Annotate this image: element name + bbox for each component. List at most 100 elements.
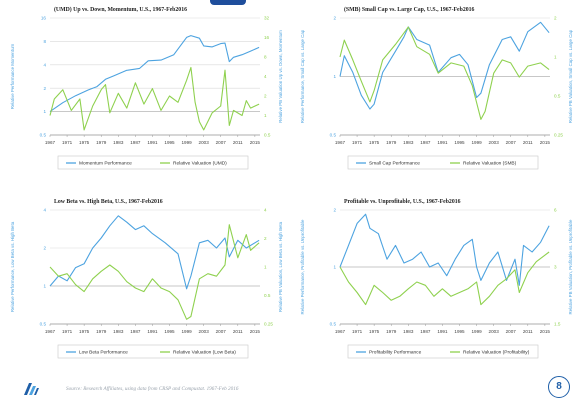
legend-label-valuation: Relative Valuation (Profitability) xyxy=(463,350,530,356)
source-note: Source: Research Affiliates, using data … xyxy=(66,386,239,392)
x-tick-label: 1987 xyxy=(130,329,141,334)
x-tick-label: 2007 xyxy=(506,329,517,334)
right-tick-label: 0.5 xyxy=(554,94,561,99)
legend-label-valuation: Relative Valuation (Low Beta) xyxy=(173,350,236,356)
x-tick-label: 1971 xyxy=(352,140,363,145)
chart-low-beta: Low Beta vs. High Beta, U.S., 1967-Feb20… xyxy=(10,199,283,359)
left-tick-label: 0.5 xyxy=(330,133,337,138)
right-tick-label: 1.5 xyxy=(554,322,561,327)
x-tick-label: 1979 xyxy=(96,140,107,145)
right-tick-label: 1 xyxy=(554,55,557,60)
x-tick-label: 1983 xyxy=(113,140,124,145)
x-tick-label: 2007 xyxy=(506,140,517,145)
x-tick-label: 1987 xyxy=(420,140,431,145)
x-tick-label: 1975 xyxy=(79,329,90,334)
x-tick-label: 1983 xyxy=(403,140,414,145)
x-tick-label: 1995 xyxy=(164,329,175,334)
x-tick-label: 2011 xyxy=(523,329,533,334)
chart-title: (UMD) Up vs. Down, Momentum, U.S., 1967-… xyxy=(54,6,187,13)
x-tick-label: 1983 xyxy=(113,329,124,334)
left-tick-label: 8 xyxy=(43,39,46,44)
x-tick-label: 2015 xyxy=(250,140,261,145)
left-tick-label: 1 xyxy=(43,284,46,289)
left-tick-label: 2 xyxy=(43,246,46,251)
x-tick-label: 2011 xyxy=(523,140,533,145)
x-tick-label: 1987 xyxy=(420,329,431,334)
x-tick-label: 1971 xyxy=(62,329,73,334)
y-axis-label-right: Relative PB Valuation, Profitable vs. Un… xyxy=(568,219,573,314)
legend-label-valuation: Relative Valuation (UMD) xyxy=(173,161,227,167)
performance-series-line xyxy=(339,213,550,286)
x-tick-label: 1971 xyxy=(62,140,73,145)
x-tick-label: 2011 xyxy=(233,140,243,145)
right-tick-label: 3 xyxy=(554,265,557,270)
x-tick-label: 1979 xyxy=(96,329,107,334)
left-tick-label: 1 xyxy=(333,74,336,79)
left-tick-label: 0.5 xyxy=(330,322,337,327)
chart-profitability: Profitable vs. Unprofitable, U.S., 1967-… xyxy=(300,199,573,359)
right-tick-label: 16 xyxy=(264,35,270,40)
legend-label-performance: Profitability Performance xyxy=(369,350,422,356)
x-tick-label: 1979 xyxy=(386,140,397,145)
x-tick-label: 2015 xyxy=(540,329,551,334)
x-tick-label: 1999 xyxy=(471,140,482,145)
title-accent-bar xyxy=(210,0,246,5)
right-tick-label: 1 xyxy=(264,265,267,270)
chart-title: Low Beta vs. High Beta, U.S., 1967-Feb20… xyxy=(54,199,163,205)
x-tick-label: 2003 xyxy=(489,140,500,145)
y-axis-label-right: Relative PB Valuation Up vs. Down, Momen… xyxy=(278,30,283,123)
right-tick-label: 8 xyxy=(264,55,267,60)
left-tick-label: 2 xyxy=(333,16,336,21)
valuation-series-line xyxy=(49,224,260,320)
x-tick-label: 2003 xyxy=(199,329,210,334)
performance-series-line xyxy=(339,21,550,110)
valuation-series-line xyxy=(49,66,260,131)
x-tick-label: 1995 xyxy=(454,140,465,145)
x-tick-label: 1991 xyxy=(437,140,448,145)
left-tick-label: 0.5 xyxy=(40,133,47,138)
y-axis-label-left: Relative Performance Momentum xyxy=(10,43,15,109)
left-tick-label: 1 xyxy=(333,265,336,270)
valuation-series-line xyxy=(339,26,550,120)
chart-title: Profitable vs. Unprofitable, U.S., 1967-… xyxy=(344,199,461,205)
x-tick-label: 2003 xyxy=(199,140,210,145)
left-tick-label: 1 xyxy=(43,109,46,114)
legend-box xyxy=(57,344,249,359)
left-tick-label: 4 xyxy=(43,62,46,67)
legend-box xyxy=(347,344,539,359)
x-tick-label: 1975 xyxy=(369,140,380,145)
legend-label-valuation: Relative Valuation (SMB) xyxy=(463,161,517,167)
legend-box xyxy=(57,155,249,170)
y-axis-label-left: Relative Performance, Profitable vs. Unp… xyxy=(300,219,305,314)
x-tick-label: 1967 xyxy=(335,329,346,334)
x-tick-label: 1995 xyxy=(454,329,465,334)
legend-label-performance: Momentum Performance xyxy=(79,161,132,167)
left-tick-label: 2 xyxy=(43,86,46,91)
x-tick-label: 1975 xyxy=(369,329,380,334)
x-tick-label: 1995 xyxy=(164,140,175,145)
right-tick-label: 0.25 xyxy=(264,322,273,327)
legend-label-performance: Low Beta Performance xyxy=(79,350,128,356)
x-tick-label: 1991 xyxy=(147,140,158,145)
x-tick-label: 1987 xyxy=(130,140,141,145)
x-tick-label: 1967 xyxy=(335,140,346,145)
x-tick-label: 1967 xyxy=(45,140,56,145)
right-tick-label: 4 xyxy=(264,208,267,213)
right-tick-label: 32 xyxy=(264,16,270,21)
y-axis-label-right: Relative PB Valuation, Small Cap vs. Lar… xyxy=(568,29,573,123)
x-tick-label: 1979 xyxy=(386,329,397,334)
x-tick-label: 1999 xyxy=(181,140,192,145)
right-tick-label: 6 xyxy=(554,208,557,213)
x-tick-label: 2011 xyxy=(233,329,243,334)
x-tick-label: 1999 xyxy=(181,329,192,334)
x-tick-label: 1991 xyxy=(147,329,158,334)
right-tick-label: 2 xyxy=(264,94,267,99)
x-tick-label: 2007 xyxy=(216,329,227,334)
x-tick-label: 1999 xyxy=(471,329,482,334)
performance-series-line xyxy=(49,215,260,290)
y-axis-label-left: Relative Performance, Low Beta vs. High … xyxy=(10,221,15,312)
right-tick-label: 2 xyxy=(264,236,267,241)
right-tick-label: 0.5 xyxy=(264,293,271,298)
valuation-series-line xyxy=(339,251,550,306)
chart-title: (SMB) Small Cap vs. Large Cap, U.S., 196… xyxy=(344,6,475,13)
